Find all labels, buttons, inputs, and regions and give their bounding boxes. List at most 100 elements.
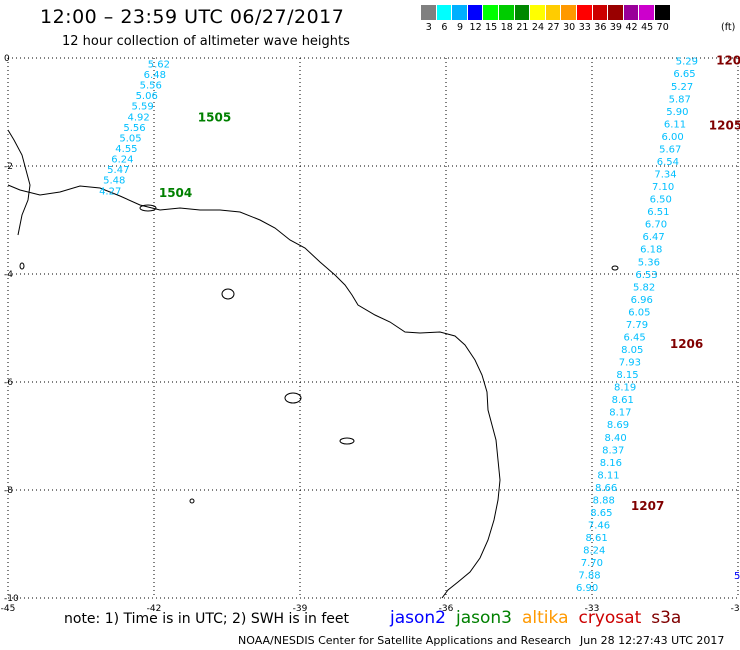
x-tick-label: -45	[1, 604, 16, 614]
wave-height-label: 4.27	[99, 186, 121, 197]
island	[189, 498, 195, 504]
wave-height-label: 7.88	[578, 571, 600, 582]
legend-swatch	[561, 5, 577, 20]
wave-height-label: 7.70	[581, 558, 603, 569]
y-tick-label: 0	[4, 54, 10, 64]
legend-label: 9	[456, 22, 463, 33]
wave-height-label: 8.11	[597, 470, 619, 481]
wave-height-label: 8.61	[612, 395, 634, 406]
wave-height-label: 6.90	[576, 583, 598, 594]
track-time-label: 1205	[709, 119, 740, 133]
legend-swatch	[452, 5, 468, 20]
satellite-altika: altika	[522, 608, 569, 628]
legend-label: 70	[656, 22, 669, 33]
wave-height-label: 8.66	[595, 483, 617, 494]
wave-height-label: 5.82	[633, 282, 655, 293]
track-time-label: 1206	[670, 337, 703, 351]
satellite-legend: jason2 jason3 altika cryosat s3a	[390, 608, 691, 628]
legend-label: 33	[578, 22, 591, 33]
legend-swatch	[498, 5, 515, 20]
y-tick-label: -10	[4, 594, 19, 604]
wave-height-label: 8.15	[616, 370, 638, 381]
legend-label: 30	[563, 22, 576, 33]
wave-height-label: 5.87	[669, 94, 691, 105]
satellite-cryosat: cryosat	[578, 608, 642, 628]
legend-swatch	[639, 5, 655, 20]
footer-timestamp: Jun 28 12:27:43 UTC 2017	[580, 634, 725, 647]
legend-swatch	[436, 5, 453, 20]
wave-height-label: 8.61	[586, 533, 608, 544]
legend-swatch	[530, 5, 546, 20]
legend-label: 27	[547, 22, 560, 33]
page-title: 12:00 – 23:59 UTC 06/27/2017	[40, 6, 345, 28]
wave-height-label: 5.56	[123, 123, 145, 134]
wave-height-label: 5.05	[119, 133, 141, 144]
legend-swatch	[467, 5, 484, 20]
wave-height-label: 5.47	[107, 165, 129, 176]
page-subtitle: 12 hour collection of altimeter wave hei…	[62, 34, 350, 49]
legend-label: 12	[469, 22, 482, 33]
edge-mark: 5	[734, 571, 740, 582]
wave-height-label: 6.65	[673, 69, 695, 80]
track-time-label: 1207	[631, 499, 664, 513]
wave-height-label: 8.37	[602, 445, 624, 456]
wave-height-label: 6.51	[647, 207, 669, 218]
y-tick-label: -6	[4, 378, 13, 388]
legend-swatch	[608, 5, 624, 20]
wave-height-label: 6.70	[645, 220, 667, 231]
track-time-label: 1505	[198, 110, 231, 124]
legend-label: 15	[485, 22, 498, 33]
legend-label: 36	[594, 22, 607, 33]
wave-height-label: 8.88	[593, 495, 615, 506]
wave-height-label: 6.11	[664, 119, 686, 130]
wave-height-label: 6.18	[640, 245, 662, 256]
wave-height-label: 8.24	[583, 546, 605, 557]
wave-height-label: 4.55	[115, 144, 137, 155]
wave-height-label: 5.27	[671, 82, 693, 93]
legend-swatch	[654, 5, 671, 20]
wave-height-label: 8.69	[607, 420, 629, 431]
island	[19, 262, 25, 270]
x-tick-label: -39	[293, 604, 308, 614]
legend-label: 39	[609, 22, 622, 33]
wave-height-label: 7.34	[654, 170, 676, 181]
wave-height-label: 6.53	[635, 270, 657, 281]
legend-swatch	[592, 5, 609, 20]
x-tick-label: -36	[439, 604, 454, 614]
legend-label: 18	[500, 22, 513, 33]
wave-height-label: 6.00	[662, 132, 684, 143]
wave-height-label: 7.79	[626, 320, 648, 331]
x-tick-label: -33	[585, 604, 600, 614]
track-time-label: 1504	[159, 186, 192, 200]
footnote: note: 1) Time is in UTC; 2) SWH is in fe…	[64, 611, 350, 627]
wave-height-label: 6.96	[631, 295, 653, 306]
island	[339, 437, 355, 445]
island	[611, 265, 619, 271]
wave-height-label: 8.17	[609, 408, 631, 419]
legend-swatch	[576, 5, 593, 20]
legend-swatch	[421, 5, 437, 20]
wave-height-label: 6.24	[111, 155, 133, 166]
wave-height-label: 5.06	[136, 91, 158, 102]
wave-height-label: 8.05	[621, 345, 643, 356]
legend-label: 45	[641, 22, 654, 33]
wave-height-label: 8.19	[614, 383, 636, 394]
wave-height-label: 7.10	[652, 182, 674, 193]
wave-height-label: 6.50	[650, 195, 672, 206]
y-tick-label: -4	[4, 270, 13, 280]
wave-height-label: 6.05	[628, 307, 650, 318]
legend-label: 42	[625, 22, 638, 33]
wave-height-label: 6.54	[657, 157, 679, 168]
wave-height-label: 7.46	[588, 521, 610, 532]
y-tick-label: -2	[4, 162, 13, 172]
wave-height-label: 5.59	[132, 102, 154, 113]
legend-swatches	[421, 5, 671, 20]
color-legend: 3 6 9 12 15 18 21 24 27 30 33 36 39 42 45 70 (ft)	[421, 5, 735, 33]
satellite-jason3: jason3	[456, 608, 512, 628]
legend-unit: (ft)	[721, 22, 736, 33]
wave-height-label: 6.48	[144, 70, 166, 81]
legend-swatch	[483, 5, 499, 20]
island	[221, 288, 235, 300]
legend-swatch	[514, 5, 531, 20]
legend-swatch	[623, 5, 640, 20]
